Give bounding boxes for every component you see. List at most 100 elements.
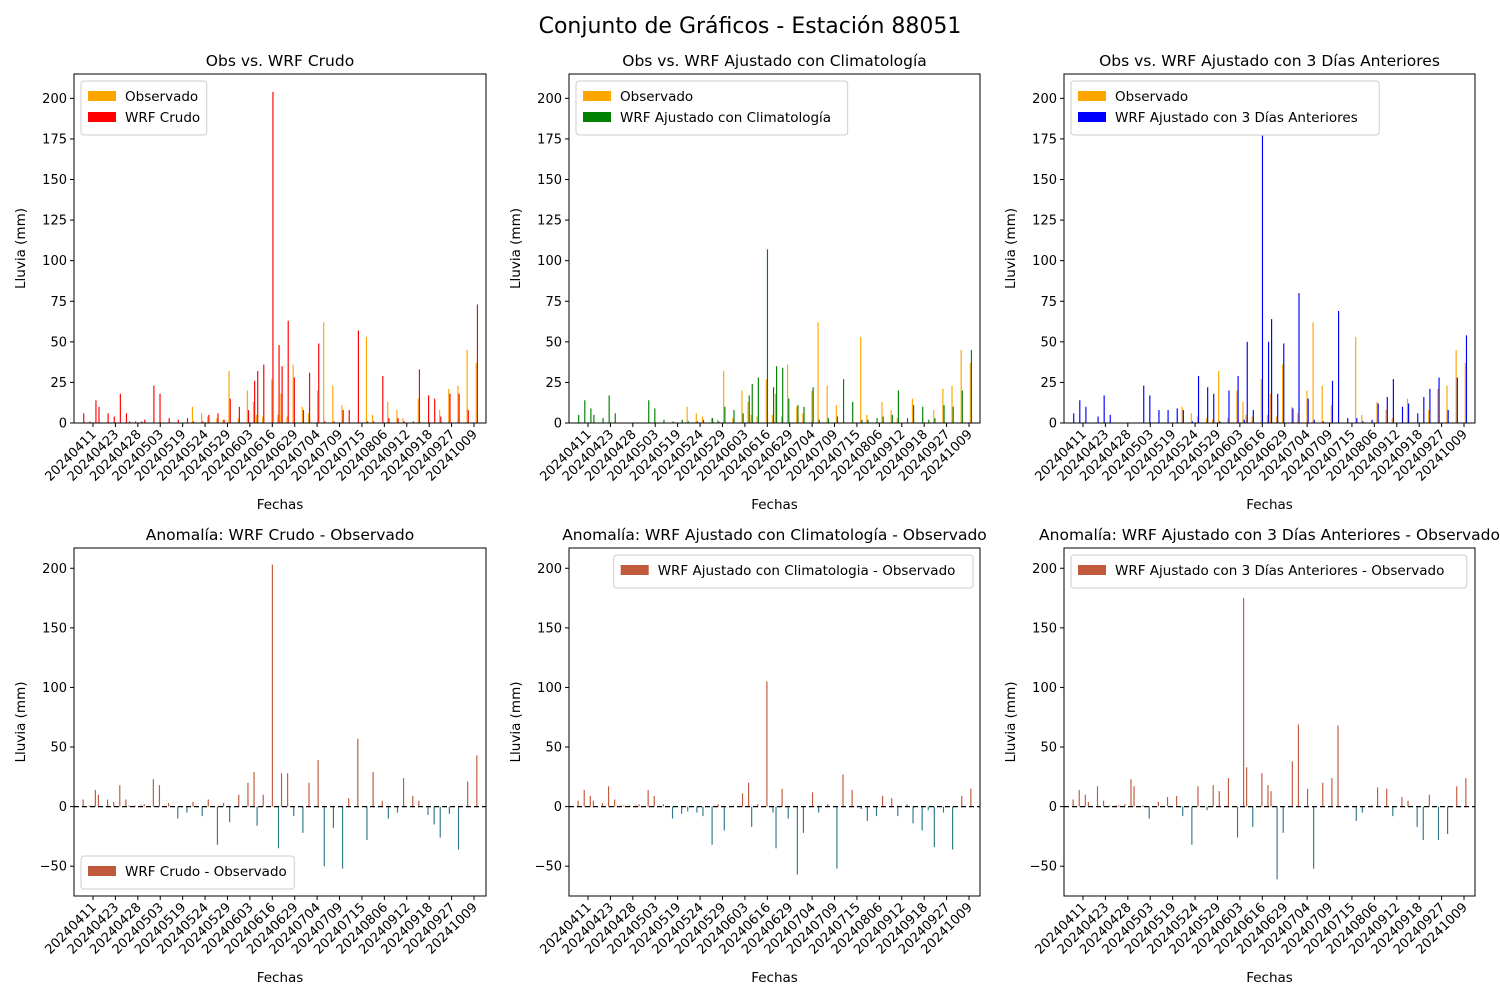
bar — [718, 421, 720, 423]
bar — [1355, 806, 1357, 821]
bar — [247, 782, 249, 807]
bar — [217, 413, 219, 423]
subplot-title: Obs vs. WRF Crudo — [206, 52, 354, 70]
bar — [1227, 418, 1229, 423]
bar — [238, 406, 240, 423]
bar — [1429, 388, 1431, 423]
bar — [317, 760, 319, 807]
bar — [1073, 413, 1075, 423]
bar — [201, 413, 203, 423]
legend-box — [1070, 554, 1468, 589]
x-axis-label: Fechas — [751, 970, 798, 986]
bar — [836, 416, 839, 423]
y-tick-label: −50 — [535, 860, 562, 875]
bar — [439, 806, 441, 838]
bar — [797, 405, 799, 423]
bar — [348, 798, 350, 807]
legend: WRF Ajustado con Climatologia - Observad… — [613, 554, 974, 589]
y-tick-label: 200 — [1032, 562, 1057, 577]
bar — [1087, 801, 1089, 807]
bar — [1331, 380, 1334, 423]
bar — [751, 384, 753, 423]
bar — [1267, 785, 1269, 807]
x-axis-label: Fechas — [257, 970, 304, 986]
bar — [228, 371, 230, 423]
y-tick-label: 125 — [537, 214, 562, 229]
subplot-p1: 0255075100125150175200202404112024042320… — [13, 52, 487, 513]
bar — [323, 322, 325, 423]
bar — [771, 414, 773, 423]
y-tick-label: 175 — [537, 132, 562, 147]
y-tick-label: 75 — [545, 295, 562, 310]
bar — [254, 380, 256, 423]
bar — [852, 401, 854, 423]
bar — [287, 320, 289, 423]
y-tick-label: 200 — [42, 92, 67, 107]
bar — [772, 387, 775, 423]
bar — [882, 416, 884, 423]
legend-box — [1070, 80, 1380, 136]
bar — [881, 795, 884, 807]
bar — [922, 406, 924, 423]
bar — [1142, 805, 1144, 807]
bar — [757, 377, 759, 423]
bar — [107, 413, 109, 423]
y-tick-label: 100 — [1032, 254, 1057, 269]
bar — [781, 788, 783, 807]
bar — [193, 421, 195, 423]
bar — [177, 806, 179, 819]
bar — [1243, 419, 1245, 423]
bar — [911, 398, 914, 423]
bar — [1236, 806, 1239, 838]
bar — [766, 249, 769, 423]
bar — [412, 421, 414, 423]
bar — [717, 419, 719, 423]
bar — [476, 304, 479, 423]
bar — [614, 413, 616, 423]
legend-box — [80, 855, 295, 890]
bar — [648, 400, 650, 423]
bar — [782, 367, 784, 423]
bar — [748, 782, 750, 807]
bar — [467, 781, 469, 807]
bar — [342, 410, 344, 423]
bar — [308, 372, 311, 423]
legend-swatch — [620, 565, 649, 575]
bar — [969, 362, 971, 423]
bar — [247, 410, 250, 423]
bar — [125, 799, 127, 807]
bar — [252, 401, 255, 423]
bar — [128, 421, 131, 423]
bar — [1297, 413, 1299, 423]
bar — [316, 390, 319, 423]
legend-swatch — [1078, 91, 1106, 101]
figure-title: Conjunto de Gráficos - Estación 88051 — [538, 14, 962, 39]
bar — [750, 414, 752, 423]
bar — [144, 419, 146, 423]
bar — [1306, 390, 1308, 423]
subplot-p5: −500501001502002024041120240423202404282… — [508, 526, 987, 986]
bar — [434, 398, 436, 423]
bar — [1097, 416, 1099, 423]
legend-entry: WRF Crudo — [125, 110, 200, 126]
bar — [448, 806, 450, 814]
bar — [1447, 806, 1449, 835]
bar — [1246, 767, 1248, 807]
x-axis-label: Fechas — [257, 497, 304, 513]
bar — [457, 806, 460, 850]
y-axis-label: Lluvia (mm) — [508, 208, 524, 289]
bar — [1282, 364, 1284, 423]
y-tick-label: 150 — [42, 173, 67, 188]
bar — [608, 395, 610, 423]
bar — [439, 410, 441, 423]
bar — [128, 805, 130, 807]
bar — [663, 419, 665, 423]
y-tick-label: 150 — [42, 621, 67, 636]
bar — [766, 681, 768, 807]
bar — [207, 416, 209, 423]
y-tick-label: 100 — [537, 254, 562, 269]
bar — [402, 418, 404, 423]
bar — [237, 418, 239, 423]
bar — [614, 799, 616, 807]
bar — [293, 806, 295, 817]
